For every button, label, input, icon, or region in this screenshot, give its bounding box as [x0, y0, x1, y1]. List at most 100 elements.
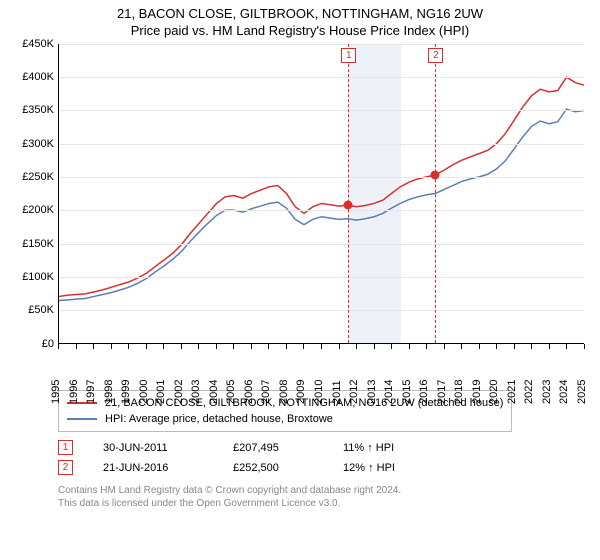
- title-address: 21, BACON CLOSE, GILTBROOK, NOTTINGHAM, …: [10, 6, 590, 23]
- x-tick: [391, 344, 392, 349]
- x-tick: [286, 344, 287, 349]
- x-tick-label: 2003: [190, 379, 202, 403]
- x-tick: [479, 344, 480, 349]
- x-tick: [251, 344, 252, 349]
- sales-price: £207,495: [233, 442, 313, 454]
- sale-point: [431, 171, 440, 180]
- chart-area: £0£50K£100K£150K£200K£250K£300K£350K£400…: [10, 44, 590, 384]
- x-tick: [233, 344, 234, 349]
- x-tick: [531, 344, 532, 349]
- x-tick-label: 1999: [120, 379, 132, 403]
- x-tick: [426, 344, 427, 349]
- x-tick: [374, 344, 375, 349]
- sales-price: £252,500: [233, 462, 313, 474]
- sales-date: 21-JUN-2016: [103, 462, 203, 474]
- x-tick: [514, 344, 515, 349]
- x-tick-label: 2015: [401, 379, 413, 403]
- x-tick-label: 2007: [260, 379, 272, 403]
- x-tick-label: 2014: [383, 379, 395, 403]
- x-tick: [128, 344, 129, 349]
- legend-item: HPI: Average price, detached house, Brox…: [67, 411, 503, 427]
- x-tick-label: 2002: [173, 379, 185, 403]
- sale-point: [344, 201, 353, 210]
- x-tick-label: 2001: [155, 379, 167, 403]
- x-tick-label: 2008: [278, 379, 290, 403]
- x-tick: [163, 344, 164, 349]
- x-tick-label: 2017: [436, 379, 448, 403]
- x-tick-label: 2023: [541, 379, 553, 403]
- title-subtitle: Price paid vs. HM Land Registry's House …: [10, 23, 590, 40]
- x-tick: [58, 344, 59, 349]
- x-tick-label: 2019: [471, 379, 483, 403]
- x-tick: [146, 344, 147, 349]
- y-tick-label: £450K: [22, 38, 54, 50]
- gridline-h: [59, 177, 584, 178]
- x-tick: [496, 344, 497, 349]
- x-tick: [339, 344, 340, 349]
- footer-line: This data is licensed under the Open Gov…: [58, 497, 590, 510]
- x-tick: [76, 344, 77, 349]
- x-tick-label: 2024: [558, 379, 570, 403]
- x-tick: [93, 344, 94, 349]
- y-tick-label: £100K: [22, 271, 54, 283]
- x-tick: [111, 344, 112, 349]
- x-tick: [549, 344, 550, 349]
- x-tick: [566, 344, 567, 349]
- sales-pct: 12% ↑ HPI: [343, 462, 423, 474]
- y-tick-label: £350K: [22, 104, 54, 116]
- x-tick-label: 2005: [225, 379, 237, 403]
- x-tick-label: 2000: [138, 379, 150, 403]
- x-tick: [198, 344, 199, 349]
- x-tick: [409, 344, 410, 349]
- gridline-h: [59, 310, 584, 311]
- x-tick: [216, 344, 217, 349]
- x-tick: [268, 344, 269, 349]
- series-hpi: [59, 109, 584, 300]
- x-tick-label: 2020: [488, 379, 500, 403]
- sales-marker: 2: [58, 460, 73, 475]
- plot-area: 12: [58, 44, 584, 344]
- gridline-h: [59, 77, 584, 78]
- x-tick-label: 2009: [295, 379, 307, 403]
- x-tick: [303, 344, 304, 349]
- y-tick-label: £50K: [28, 304, 54, 316]
- x-tick-label: 2006: [243, 379, 255, 403]
- y-tick-label: £300K: [22, 138, 54, 150]
- title-block: 21, BACON CLOSE, GILTBROOK, NOTTINGHAM, …: [10, 6, 590, 40]
- gridline-h: [59, 277, 584, 278]
- gridline-h: [59, 210, 584, 211]
- x-axis: 1995199619971998199920002001200220032004…: [58, 344, 584, 384]
- x-tick-label: 2004: [208, 379, 220, 403]
- x-tick: [584, 344, 585, 349]
- sales-row: 2 21-JUN-2016 £252,500 12% ↑ HPI: [58, 458, 590, 478]
- x-tick: [356, 344, 357, 349]
- sale-vline: [348, 44, 349, 343]
- x-tick: [461, 344, 462, 349]
- x-tick-label: 2022: [523, 379, 535, 403]
- sales-date: 30-JUN-2011: [103, 442, 203, 454]
- line-series-svg: [59, 44, 584, 343]
- y-tick-label: £0: [42, 338, 54, 350]
- sales-table: 130-JUN-2011£207,49511% ↑ HPI221-JUN-201…: [58, 438, 590, 478]
- x-tick: [181, 344, 182, 349]
- sale-vline: [435, 44, 436, 343]
- legend-swatch: [67, 418, 97, 420]
- x-tick: [321, 344, 322, 349]
- y-tick-label: £150K: [22, 238, 54, 250]
- gridline-h: [59, 244, 584, 245]
- y-tick-label: £250K: [22, 171, 54, 183]
- x-tick-label: 2016: [418, 379, 430, 403]
- x-tick-label: 2011: [331, 380, 343, 404]
- x-tick-label: 2010: [313, 379, 325, 403]
- y-axis: £0£50K£100K£150K£200K£250K£300K£350K£400…: [10, 44, 58, 344]
- x-tick-label: 2013: [366, 379, 378, 403]
- gridline-h: [59, 144, 584, 145]
- footer-attribution: Contains HM Land Registry data © Crown c…: [58, 484, 590, 510]
- gridline-h: [59, 110, 584, 111]
- x-tick-label: 1995: [50, 379, 62, 403]
- sale-marker-box: 1: [341, 48, 356, 63]
- footer-line: Contains HM Land Registry data © Crown c…: [58, 484, 590, 497]
- gridline-h: [59, 44, 584, 45]
- x-tick-label: 1996: [68, 379, 80, 403]
- y-tick-label: £200K: [22, 204, 54, 216]
